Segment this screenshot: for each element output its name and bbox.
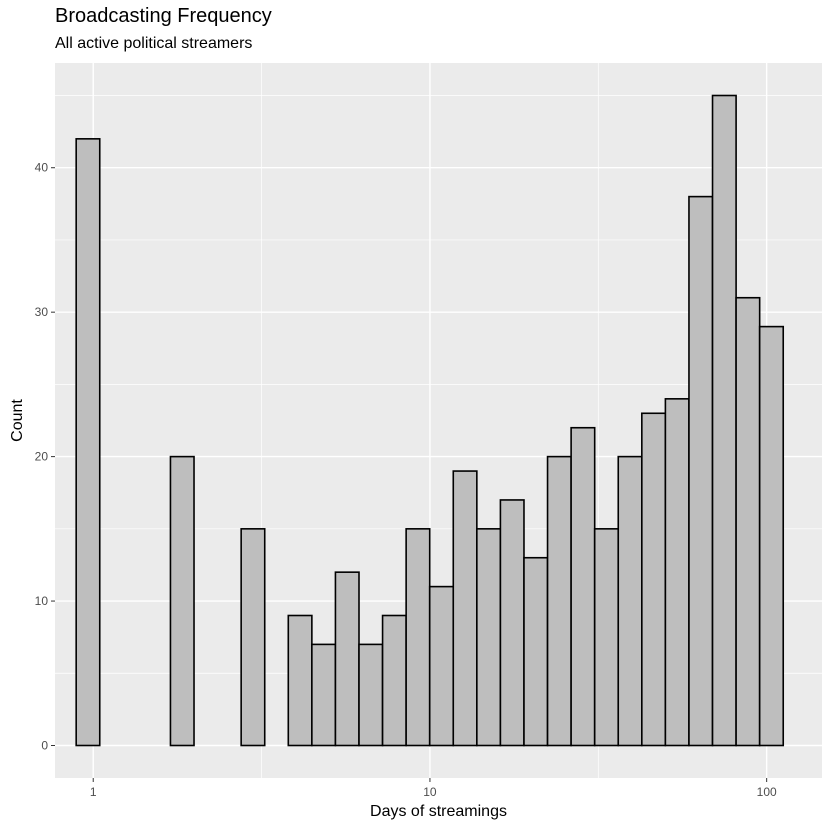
y-axis-title: Count	[9, 399, 26, 442]
chart-title: Broadcasting Frequency	[55, 5, 272, 27]
x-tick-label: 100	[757, 785, 777, 799]
histogram-bar	[428, 585, 455, 747]
histogram-bar	[735, 296, 761, 747]
histogram-bar	[641, 412, 667, 747]
bars	[75, 94, 785, 747]
histogram-bar	[688, 195, 714, 747]
histogram-bar	[240, 528, 266, 747]
histogram-bar	[405, 528, 431, 747]
histogram-bar	[758, 325, 785, 747]
x-tick-label: 10	[423, 785, 437, 799]
histogram-bar	[311, 643, 337, 747]
histogram-bar	[711, 94, 737, 747]
histogram-bar	[617, 455, 643, 747]
y-tick-label: 40	[35, 161, 49, 175]
chart-subtitle: All active political streamers	[55, 35, 253, 52]
histogram-bar	[452, 470, 478, 747]
histogram-bar	[523, 556, 549, 747]
histogram-bar	[334, 571, 360, 747]
x-axis: 1 10 100	[90, 778, 777, 799]
histogram-bar	[358, 643, 384, 747]
y-tick-label: 0	[41, 739, 48, 753]
y-tick-label: 30	[35, 305, 49, 319]
histogram-bar	[499, 499, 525, 747]
y-tick-label: 20	[35, 450, 49, 464]
y-tick-label: 10	[35, 594, 49, 608]
histogram-bar	[546, 455, 572, 747]
histogram-bar	[381, 614, 407, 747]
x-axis-title: Days of streamings	[370, 803, 507, 820]
histogram-bar	[75, 138, 101, 747]
histogram-bar	[664, 398, 690, 747]
histogram-bar	[570, 426, 596, 747]
histogram-bar	[169, 455, 195, 747]
histogram-bar	[593, 528, 620, 747]
histogram-bar	[287, 614, 313, 747]
x-tick-label: 1	[90, 785, 97, 799]
histogram-bar	[476, 528, 502, 747]
y-axis: 0 10 20 30 40	[35, 161, 55, 753]
